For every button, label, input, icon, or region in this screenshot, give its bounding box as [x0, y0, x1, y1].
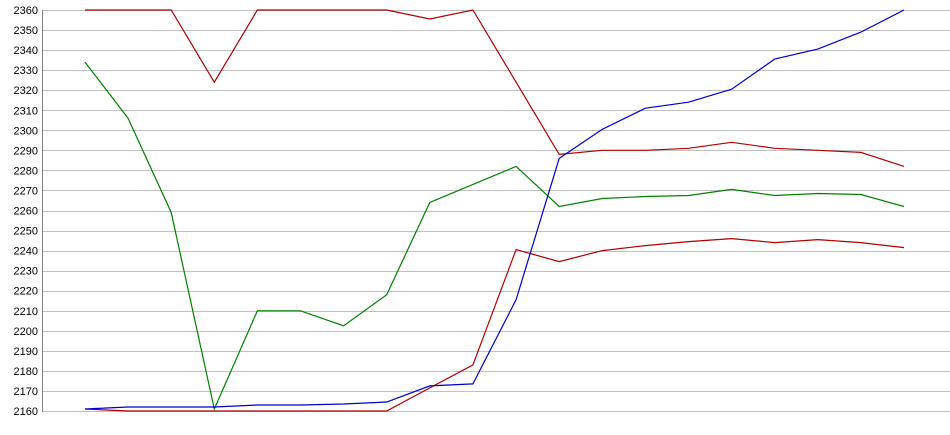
series-line-red-lower	[84, 237, 905, 412]
y-axis-tick-label: 2180	[14, 366, 38, 378]
series-line-green	[84, 61, 905, 411]
y-axis-tick-label: 2320	[14, 85, 38, 97]
series-line-red-upper	[85, 9, 905, 167]
y-axis-tick-label: 2300	[14, 125, 38, 137]
y-axis-tick-label: 2220	[14, 286, 38, 298]
y-axis-tick-label: 2310	[14, 105, 38, 117]
y-axis-tick-label: 2170	[14, 386, 38, 398]
y-axis-tick-label: 2260	[14, 206, 38, 218]
series-group	[84, 9, 905, 412]
y-axis-tick-label: 2280	[14, 165, 38, 177]
series-line-blue	[84, 9, 905, 410]
gridlines-group	[42, 10, 950, 412]
y-axis-tick-label: 2190	[14, 346, 38, 358]
y-axis-tick-label: 2160	[14, 406, 38, 418]
y-axis-labels-group: 2360 2350 2340 2330 2320 2310 2300 2290 2280 2270…	[14, 5, 38, 418]
y-axis-tick-label: 2240	[14, 246, 38, 258]
y-axis-tick-label: 2230	[14, 266, 38, 278]
y-axis-tick-label: 2350	[14, 25, 38, 37]
y-axis-tick-label: 2210	[14, 306, 38, 318]
y-axis-tick-label: 2340	[14, 45, 38, 57]
y-axis-tick-label: 2330	[14, 65, 38, 77]
y-axis-tick-label: 2200	[14, 326, 38, 338]
y-axis-tick-label: 2290	[14, 145, 38, 157]
y-axis-tick-label: 2250	[14, 226, 38, 238]
y-axis-tick-label: 2360	[14, 5, 38, 17]
y-axis-tick-label: 2270	[14, 185, 38, 197]
